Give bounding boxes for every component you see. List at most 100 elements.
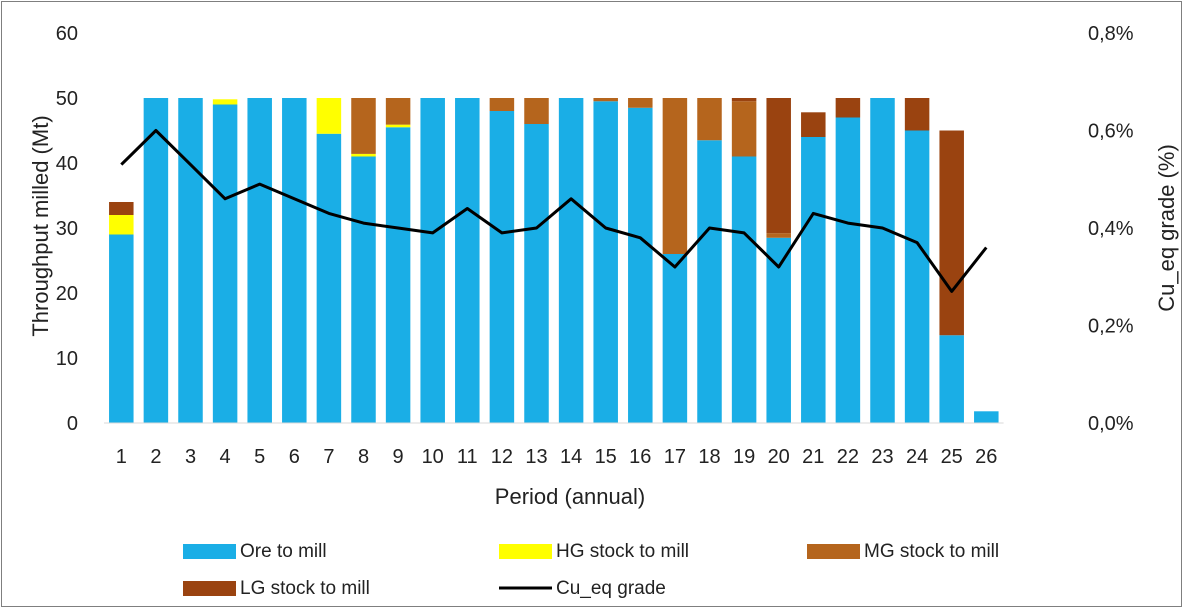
x-tick-label: 24 [906, 446, 928, 468]
legend-label-cu-eq-grade: Cu_eq grade [556, 578, 666, 599]
legend-swatch-mg-stock-to-mill [807, 544, 860, 559]
x-tick-label: 12 [491, 446, 513, 468]
bar-ore-to-mill-4 [212, 104, 238, 423]
legend-swatch-lg-stock-to-mill [183, 581, 236, 596]
x-tick-label: 14 [560, 446, 582, 468]
bar-ore-to-mill-13 [524, 124, 549, 423]
bar-ore-to-mill-23 [870, 98, 895, 423]
x-tick-label: 13 [525, 446, 547, 468]
bar-ore-to-mill-21 [801, 137, 826, 423]
bar-lg-stock-to-mill-22 [835, 98, 861, 118]
bar-lg-stock-to-mill-21 [801, 112, 826, 137]
bar-ore-to-mill-26 [974, 411, 999, 423]
bar-lg-stock-to-mill-25 [939, 130, 964, 336]
bar-mg-stock-to-mill-20 [766, 233, 791, 238]
y-axis-title: Throughput milled (Mt) [28, 115, 53, 336]
x-tick-label: 1 [116, 446, 127, 468]
legend-swatch-ore-to-mill [183, 544, 236, 559]
bar-ore-to-mill-1 [109, 234, 134, 423]
y2-tick-label: 0,2% [1088, 316, 1134, 338]
bar-ore-to-mill-7 [316, 133, 342, 423]
y-tick-label: 10 [56, 348, 78, 370]
bar-ore-to-mill-8 [351, 156, 376, 423]
bar-mg-stock-to-mill-9 [385, 98, 411, 125]
y-tick-label: 30 [56, 218, 78, 240]
bar-hg-stock-to-mill-9 [385, 124, 411, 128]
x-tick-label: 26 [975, 446, 997, 468]
y2-axis-title: Cu_eq grade (%) [1154, 144, 1179, 312]
bar-ore-to-mill-9 [385, 127, 411, 423]
x-tick-label: 20 [768, 446, 790, 468]
y2-tick-label: 0,6% [1088, 121, 1134, 143]
x-tick-label: 9 [393, 446, 404, 468]
y-tick-label: 40 [56, 153, 78, 175]
bar-mg-stock-to-mill-12 [489, 98, 515, 111]
bar-ore-to-mill-19 [731, 156, 757, 423]
bar-ore-to-mill-20 [766, 237, 791, 423]
y-tick-label: 0 [67, 413, 78, 435]
x-tick-label: 8 [358, 446, 369, 468]
legend-label-mg-stock-to-mill: MG stock to mill [864, 541, 999, 562]
x-tick-label: 6 [289, 446, 300, 468]
x-tick-label: 7 [323, 446, 334, 468]
x-tick-label: 23 [871, 446, 893, 468]
x-tick-label: 16 [629, 446, 651, 468]
bar-lg-stock-to-mill-1 [109, 202, 134, 215]
bar-lg-stock-to-mill-24 [904, 98, 930, 131]
bar-hg-stock-to-mill-7 [316, 98, 342, 134]
legend-label-lg-stock-to-mill: LG stock to mill [240, 578, 370, 599]
x-tick-label: 3 [185, 446, 196, 468]
x-tick-label: 22 [837, 446, 859, 468]
bar-ore-to-mill-6 [282, 98, 307, 423]
x-tick-label: 18 [698, 446, 720, 468]
y-tick-label: 50 [56, 88, 78, 110]
bar-ore-to-mill-12 [489, 111, 515, 423]
bar-ore-to-mill-17 [662, 254, 688, 423]
x-tick-label: 17 [664, 446, 686, 468]
y2-tick-label: 0,4% [1088, 218, 1134, 240]
y-tick-label: 60 [56, 23, 78, 45]
bar-lg-stock-to-mill-20 [766, 98, 791, 234]
x-tick-label: 15 [595, 446, 617, 468]
x-tick-label: 21 [802, 446, 824, 468]
bar-mg-stock-to-mill-18 [697, 98, 722, 141]
bar-ore-to-mill-22 [835, 117, 861, 423]
x-tick-label: 11 [457, 446, 478, 468]
x-tick-label: 25 [941, 446, 963, 468]
legend-label-ore-to-mill: Ore to mill [240, 541, 327, 562]
bar-ore-to-mill-18 [697, 140, 722, 423]
x-tick-label: 4 [220, 446, 231, 468]
bar-mg-stock-to-mill-13 [524, 98, 549, 124]
bar-mg-stock-to-mill-8 [351, 98, 376, 154]
bar-mg-stock-to-mill-16 [628, 98, 653, 108]
bar-ore-to-mill-14 [558, 98, 584, 423]
y2-tick-label: 0,0% [1088, 413, 1134, 435]
bar-hg-stock-to-mill-1 [109, 215, 134, 235]
bar-ore-to-mill-10 [420, 98, 445, 423]
x-tick-label: 2 [150, 446, 161, 468]
bar-mg-stock-to-mill-15 [593, 98, 618, 102]
legend-swatch-hg-stock-to-mill [499, 544, 552, 559]
bar-ore-to-mill-3 [178, 98, 203, 423]
legend-label-hg-stock-to-mill: HG stock to mill [556, 541, 689, 562]
bar-hg-stock-to-mill-4 [212, 99, 238, 105]
bar-lg-stock-to-mill-19 [731, 98, 757, 102]
y-tick-label: 20 [56, 283, 78, 305]
bar-ore-to-mill-24 [904, 130, 930, 423]
bar-ore-to-mill-2 [143, 98, 169, 423]
bar-ore-to-mill-5 [247, 98, 272, 423]
x-tick-label: 5 [254, 446, 265, 468]
x-tick-label: 10 [422, 446, 444, 468]
bar-mg-stock-to-mill-17 [662, 98, 688, 254]
bar-ore-to-mill-11 [455, 98, 480, 423]
y2-tick-label: 0,8% [1088, 23, 1134, 45]
bar-ore-to-mill-25 [939, 335, 964, 423]
x-axis-title: Period (annual) [495, 484, 645, 509]
cu-eq-grade-line [120, 129, 988, 293]
bar-ore-to-mill-16 [628, 107, 653, 423]
bar-hg-stock-to-mill-8 [351, 153, 376, 157]
bar-mg-stock-to-mill-19 [731, 101, 757, 157]
x-tick-label: 19 [733, 446, 755, 468]
